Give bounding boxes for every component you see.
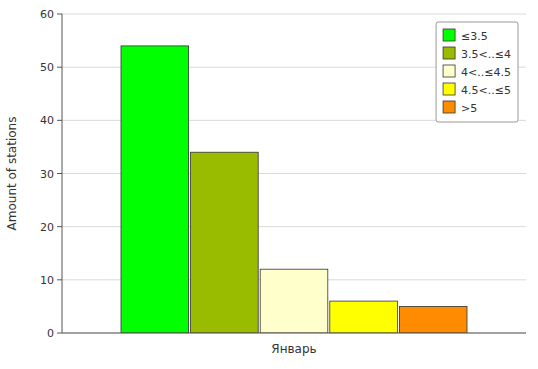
- y-tick-label: 0: [47, 327, 54, 340]
- x-tick-label: Январь: [271, 342, 316, 356]
- chart: 0 10 20 30 40 50 60 Amount of stations Январь ≤3.…: [0, 0, 538, 369]
- bar: [121, 46, 189, 333]
- y-tick-label: 40: [40, 114, 54, 127]
- bar: [191, 152, 259, 333]
- legend-label: >5: [461, 102, 477, 115]
- legend-label: ≤3.5: [461, 30, 488, 43]
- legend: ≤3.5 3.5<..≤4 4<..≤4.5 4.5<..≤5 >5: [436, 22, 518, 122]
- y-tick: [57, 226, 62, 227]
- bar: [399, 306, 467, 333]
- y-axis: 0 10 20 30 40 50 60: [40, 8, 62, 340]
- y-tick: [57, 173, 62, 174]
- legend-label: 4.5<..≤5: [461, 84, 511, 97]
- legend-label: 3.5<..≤4: [461, 48, 511, 61]
- legend-box: [436, 22, 518, 122]
- legend-swatch: [443, 47, 455, 59]
- grid: [62, 14, 526, 333]
- y-tick-label: 10: [40, 274, 54, 287]
- legend-swatch: [443, 65, 455, 77]
- bar: [330, 301, 398, 333]
- grid-line: [62, 333, 526, 334]
- chart-container: 0 10 20 30 40 50 60 Amount of stations Январь ≤3.…: [0, 0, 538, 369]
- grid-line: [62, 14, 526, 15]
- y-tick: [57, 120, 62, 121]
- legend-swatch: [443, 101, 455, 113]
- plot-area: [62, 14, 526, 333]
- y-tick-label: 30: [40, 168, 54, 181]
- y-axis-line: [62, 14, 63, 333]
- legend-swatch: [443, 29, 455, 41]
- y-axis-label: Amount of stations: [5, 117, 19, 231]
- legend-label: 4<..≤4.5: [461, 66, 511, 79]
- y-tick-label: 50: [40, 61, 54, 74]
- y-tick-label: 60: [40, 8, 54, 21]
- y-tick-label: 20: [40, 221, 54, 234]
- bar: [260, 269, 328, 333]
- y-tick: [57, 14, 62, 15]
- x-axis-line: [62, 333, 526, 334]
- y-tick: [57, 67, 62, 68]
- legend-swatch: [443, 83, 455, 95]
- y-tick: [57, 279, 62, 280]
- bars: [121, 46, 467, 333]
- y-tick: [57, 333, 62, 334]
